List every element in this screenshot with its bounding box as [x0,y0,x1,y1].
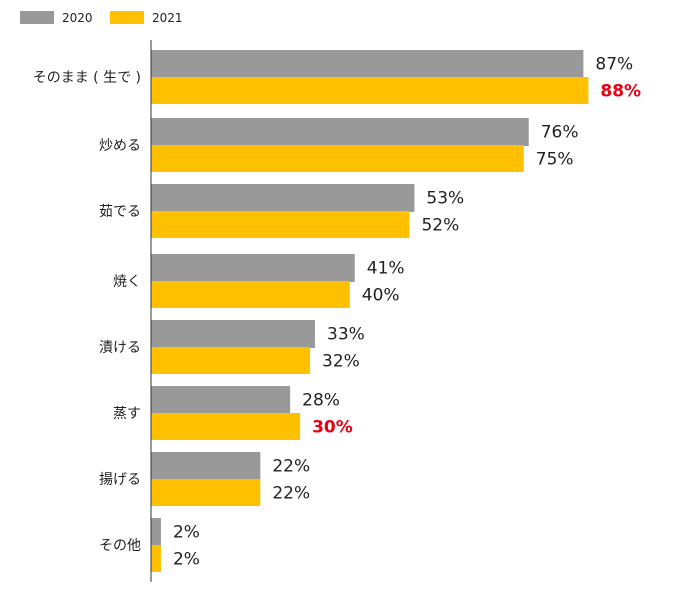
legend-swatch-2020 [20,11,54,24]
value-label-2020-5: 28% [302,391,340,411]
value-label-2021-0: 88% [600,82,641,102]
bar-2021-5 [151,413,301,440]
value-label-2020-7: 2% [173,523,200,543]
legend: 2020 2021 [20,11,183,25]
category-label-4: 漬ける [99,340,141,356]
value-label-2021-5: 30% [312,418,353,438]
value-label-2021-6: 22% [272,484,310,504]
value-label-2020-3: 41% [367,259,405,279]
legend-swatch-2021 [110,11,144,24]
category-label-5: 蒸す [113,406,141,422]
value-label-2020-1: 76% [541,123,579,143]
category-label-2: 茹でる [99,203,141,220]
bar-2021-1 [151,145,524,172]
bar-2020-4 [151,320,316,348]
bars-layer [151,50,589,572]
bar-2020-3 [151,254,355,282]
value-label-2021-7: 2% [173,550,200,570]
value-label-2021-1: 75% [536,150,574,170]
bar-2021-7 [151,545,161,572]
value-label-2020-0: 87% [595,55,633,75]
category-label-0: そのまま ( 生で ) [33,70,141,86]
value-label-2020-2: 53% [426,189,464,209]
category-label-3: 焼く [113,274,141,290]
bar-2020-2 [151,184,415,212]
category-label-7: その他 [99,538,141,554]
bar-2021-4 [151,347,311,374]
legend-label-2020: 2020 [62,11,93,25]
bar-2021-3 [151,281,350,308]
value-label-2021-2: 52% [421,216,459,236]
value-label-2020-4: 33% [327,325,365,345]
bar-2020-1 [151,118,529,146]
bar-2021-0 [151,77,589,104]
value-label-2021-3: 40% [362,286,400,306]
bar-2020-6 [151,452,261,480]
bar-2020-7 [151,518,161,546]
value-label-2021-4: 32% [322,352,360,372]
bar-2020-5 [151,386,291,414]
value-label-2020-6: 22% [272,457,310,477]
category-label-1: 炒める [99,138,141,154]
category-label-6: 揚げる [99,471,141,488]
legend-label-2021: 2021 [152,11,183,25]
bar-2021-2 [151,211,410,238]
bar-2021-6 [151,479,261,506]
labels-layer: 87% 88% そのまま ( 生で ) 76% 75% 炒める 53% 52% 茹でる 41% 40… [33,55,641,570]
bar-2020-0 [151,50,584,78]
